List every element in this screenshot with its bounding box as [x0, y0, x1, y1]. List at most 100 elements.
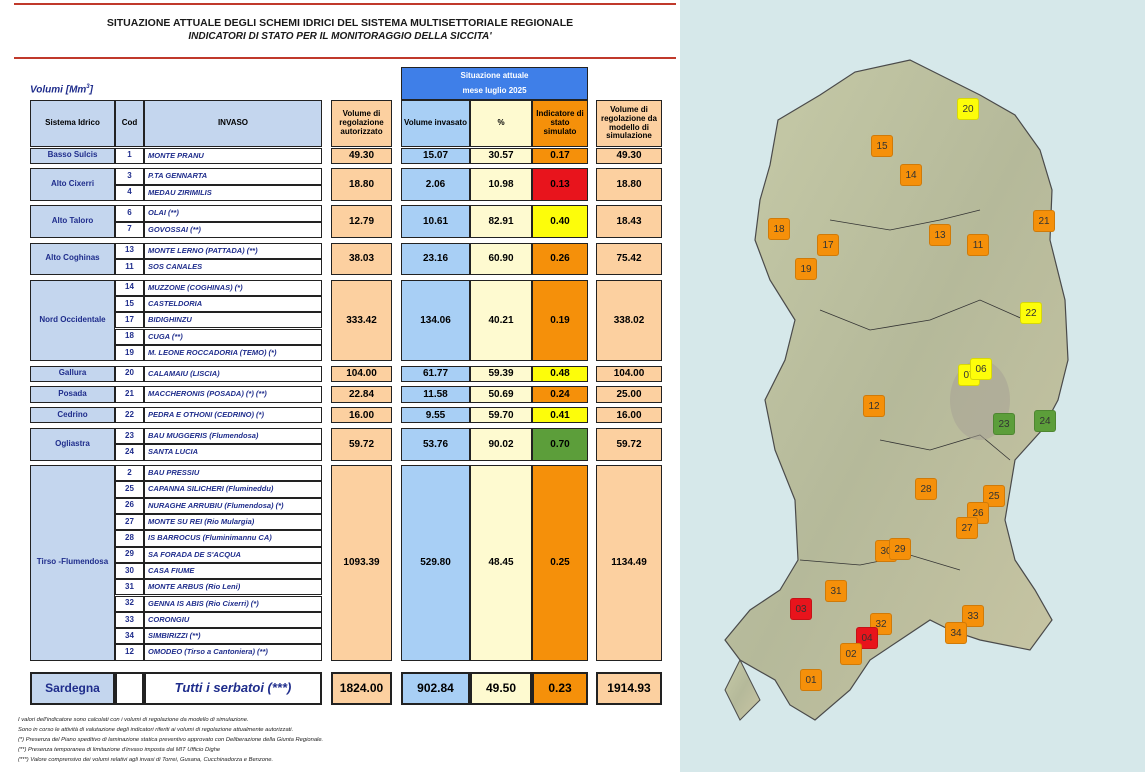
- sistema-cell: Posada: [30, 386, 115, 403]
- invaso-name-cell: MONTE PRANU: [144, 147, 322, 164]
- basin-border-2: [829, 209, 981, 231]
- cod-cell: 20: [115, 365, 144, 382]
- cod-cell: 6: [115, 205, 144, 222]
- invaso-name-cell: CASA FIUME: [144, 562, 322, 580]
- pct-cell: 59.70: [470, 407, 532, 424]
- vol-reg-cell: 1093.39: [331, 465, 392, 661]
- sistema-cell: Alto Cixerri: [30, 168, 115, 201]
- reservoir-marker[interactable]: 28: [915, 478, 937, 500]
- vol-sim-cell: 75.42: [596, 242, 662, 276]
- sistema-cell: Tirso -Flumendosa: [30, 465, 115, 661]
- pct-cell: 59.39: [470, 365, 532, 382]
- top-divider: [14, 3, 676, 5]
- situation-header: Situazione attuale mese luglio 2025: [401, 67, 588, 100]
- vol-sim-cell: 16.00: [596, 407, 662, 424]
- col-header-pct: %: [470, 100, 532, 147]
- vol-inv-cell: 134.06: [401, 279, 470, 362]
- pct-cell: 10.98: [470, 168, 532, 201]
- reservoir-marker[interactable]: 25: [983, 485, 1005, 507]
- reservoir-marker[interactable]: 34: [945, 622, 967, 644]
- vol-reg-cell: 104.00: [331, 365, 392, 382]
- report-panel: SITUAZIONE ATTUALE DEGLI SCHEMI IDRICI D…: [14, 3, 676, 763]
- vol-sim-cell: 104.00: [596, 365, 662, 382]
- invaso-name-cell: M. LEONE ROCCADORIA (TEMO) (*): [144, 344, 322, 362]
- reservoir-marker[interactable]: 19: [795, 258, 817, 280]
- situation-month: mese luglio 2025: [462, 85, 527, 95]
- reservoir-marker[interactable]: 14: [900, 164, 922, 186]
- col-header-vol-inv: Volume invasato: [401, 100, 470, 147]
- sistema-cell: Cedrino: [30, 407, 115, 424]
- reservoir-marker[interactable]: 33: [962, 605, 984, 627]
- invaso-name-cell: BAU MUGGERIS (Flumendosa): [144, 428, 322, 445]
- pct-cell: 48.45: [470, 465, 532, 661]
- vol-reg-cell: 12.79: [331, 205, 392, 238]
- island-shape: [724, 59, 1069, 721]
- vol-sim-cell: 1134.49: [596, 465, 662, 661]
- invaso-name-cell: CASTELDORIA: [144, 295, 322, 313]
- vol-sim-cell: 25.00: [596, 386, 662, 403]
- reservoir-marker[interactable]: 27: [956, 517, 978, 539]
- indicator-cell: 0.25: [532, 465, 588, 661]
- sardinia-map: 20 15 14 21 18 17 13 11 19 22 07 06 12 23 24 28 25 26 27 30…: [680, 0, 1145, 772]
- reservoir-marker[interactable]: 31: [825, 580, 847, 602]
- vol-sim-cell: 338.02: [596, 279, 662, 362]
- footnote-line: Sono in corso le attività di valutazione…: [18, 727, 294, 733]
- reservoir-marker[interactable]: 21: [1033, 210, 1055, 232]
- report-subtitle: INDICATORI DI STATO PER IL MONITORAGGIO …: [188, 31, 492, 42]
- cod-cell: 4: [115, 184, 144, 201]
- footnote-line: I valori dell'indicatore sono calcolati …: [18, 717, 249, 723]
- cod-cell: 21: [115, 386, 144, 403]
- invaso-name-cell: CORONGIU: [144, 611, 322, 629]
- basin-border-1: [819, 299, 1026, 331]
- footnote-line: (**) Presenza temporanea di limitazione …: [18, 747, 221, 753]
- reservoir-marker[interactable]: 22: [1020, 302, 1042, 324]
- reservoir-marker[interactable]: 20: [957, 98, 979, 120]
- reservoir-marker[interactable]: 29: [889, 538, 911, 560]
- total-vol-reg-cell: 1824.00: [331, 672, 392, 705]
- sistema-cell: Alto Coghinas: [30, 242, 115, 276]
- cod-cell: 3: [115, 168, 144, 185]
- cod-cell: 23: [115, 428, 144, 445]
- cod-cell: 26: [115, 497, 144, 514]
- reservoir-marker[interactable]: 12: [863, 395, 885, 417]
- cod-cell: 18: [115, 328, 144, 345]
- vol-reg-cell: 333.42: [331, 279, 392, 362]
- total-indicator-cell: 0.23: [532, 672, 588, 705]
- pct-cell: 82.91: [470, 205, 532, 238]
- reservoir-marker[interactable]: 06: [970, 358, 992, 380]
- reservoir-marker[interactable]: 15: [871, 135, 893, 157]
- invaso-name-cell: CAPANNA SILICHERI (Flumineddu): [144, 481, 322, 498]
- invaso-name-cell: BAU PRESSIU: [144, 465, 322, 482]
- invaso-name-cell: SANTA LUCIA: [144, 444, 322, 461]
- reservoir-marker[interactable]: 18: [768, 218, 790, 240]
- reservoir-marker[interactable]: 01: [800, 669, 822, 691]
- invaso-name-cell: SOS CANALES: [144, 258, 322, 276]
- vol-sim-cell: 59.72: [596, 428, 662, 461]
- invaso-name-cell: OMODEO (Tirso a Cantoniera) (**): [144, 644, 322, 661]
- sistema-cell: Alto Taloro: [30, 205, 115, 238]
- col-header-ind: Indicatore di stato simulato: [532, 100, 588, 147]
- reservoir-marker[interactable]: 23: [993, 413, 1015, 435]
- sistema-cell: Ogliastra: [30, 428, 115, 461]
- reservoir-marker[interactable]: 17: [817, 234, 839, 256]
- invaso-name-cell: IS BARROCUS (Fluminimannu CA): [144, 530, 322, 547]
- total-vol-sim-cell: 1914.93: [596, 672, 662, 705]
- indicator-cell: 0.41: [532, 407, 588, 424]
- reservoir-marker[interactable]: 13: [929, 224, 951, 246]
- vol-inv-cell: 61.77: [401, 365, 470, 382]
- reservoir-marker[interactable]: 11: [967, 234, 989, 256]
- cod-cell: 15: [115, 295, 144, 313]
- vol-sim-cell: 18.80: [596, 168, 662, 201]
- sant-antioco-island: [724, 658, 761, 721]
- col-header-invaso: INVASO: [144, 100, 322, 147]
- reservoir-marker[interactable]: 24: [1034, 410, 1056, 432]
- invaso-name-cell: BIDIGHINZU: [144, 312, 322, 329]
- indicator-cell: 0.19: [532, 279, 588, 362]
- vol-inv-cell: 53.76: [401, 428, 470, 461]
- vol-reg-cell: 22.84: [331, 386, 392, 403]
- indicator-cell: 0.24: [532, 386, 588, 403]
- cod-cell: 2: [115, 465, 144, 482]
- cod-cell: 29: [115, 546, 144, 563]
- reservoir-marker[interactable]: 03: [790, 598, 812, 620]
- reservoir-marker[interactable]: 02: [840, 643, 862, 665]
